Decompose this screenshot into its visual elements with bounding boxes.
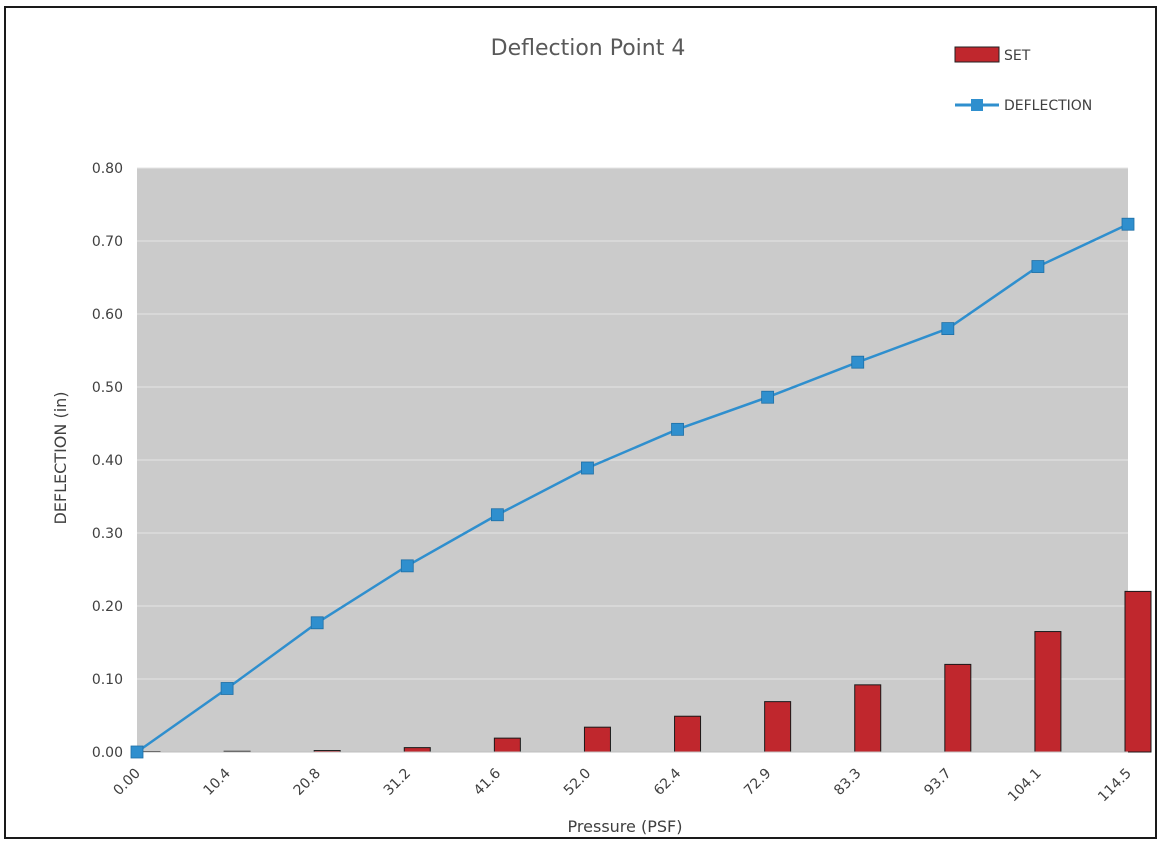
- bar-set: [764, 701, 792, 753]
- x-tick-label: 114.5: [1095, 766, 1135, 806]
- y-tick-label: 0.60: [92, 307, 123, 323]
- bar-set: [1034, 631, 1062, 753]
- x-tick-label: 41.6: [471, 765, 504, 798]
- y-tick-label: 0.20: [92, 599, 123, 615]
- x-axis-label: Pressure (PSF): [568, 817, 683, 836]
- point-deflection: [761, 390, 775, 404]
- y-tick-label: 0.70: [92, 234, 123, 250]
- y-tick-label: 0.50: [92, 380, 123, 396]
- bar-set: [674, 715, 702, 753]
- point-deflection: [581, 461, 594, 475]
- x-tick-label: 52.0: [561, 766, 594, 799]
- line-deflection: [136, 223, 1129, 754]
- plot-area: 0.00 0.10 0.20 0.30 0.40 0.50 0.60 0.70 0.80 0.00…: [92, 161, 1152, 806]
- x-tick-label: 20.8: [291, 766, 324, 799]
- y-tick-label: 0.40: [92, 453, 123, 469]
- point-deflection: [1031, 260, 1045, 273]
- bar-set: [403, 747, 431, 753]
- bar-set: [493, 737, 521, 753]
- chart-title: Deflection Point 4: [491, 36, 686, 61]
- x-tick-label: 31.2: [381, 766, 414, 799]
- point-deflection: [400, 559, 414, 573]
- legend-deflection-label: DEFLECTION: [1004, 98, 1092, 114]
- point-deflection: [130, 745, 144, 759]
- point-deflection: [220, 682, 234, 695]
- legend-set-swatch: [954, 46, 1000, 63]
- bar-set: [944, 663, 972, 753]
- x-tick-label: 104.1: [1005, 766, 1045, 806]
- x-tick-label: 83.3: [831, 766, 864, 799]
- y-tick-label: 0.10: [92, 672, 123, 688]
- x-tick-label: 10.4: [201, 765, 234, 798]
- bar-set: [1124, 590, 1152, 753]
- y-tick-label: 0.80: [92, 161, 123, 177]
- y-axis-label: DEFLECTION (in): [51, 391, 70, 524]
- legend-deflection-marker: [971, 99, 983, 111]
- point-deflection: [851, 355, 865, 369]
- x-tick-label: 62.4: [651, 765, 684, 798]
- point-deflection: [941, 322, 955, 336]
- point-deflection: [671, 422, 684, 436]
- x-tick-label: 93.7: [921, 766, 954, 799]
- x-tick-label: 72.9: [741, 766, 774, 799]
- chart-legend: SET DEFLECTION: [954, 46, 1092, 114]
- x-tick-label: 0.00: [110, 766, 143, 799]
- y-tick-label: 0.00: [92, 745, 123, 761]
- legend-set-label: SET: [1004, 48, 1031, 64]
- point-deflection: [490, 508, 504, 522]
- point-deflection: [310, 616, 324, 630]
- point-deflection: [1121, 217, 1135, 231]
- bar-set: [854, 684, 882, 753]
- bar-set: [583, 726, 611, 753]
- y-tick-label: 0.30: [92, 526, 123, 542]
